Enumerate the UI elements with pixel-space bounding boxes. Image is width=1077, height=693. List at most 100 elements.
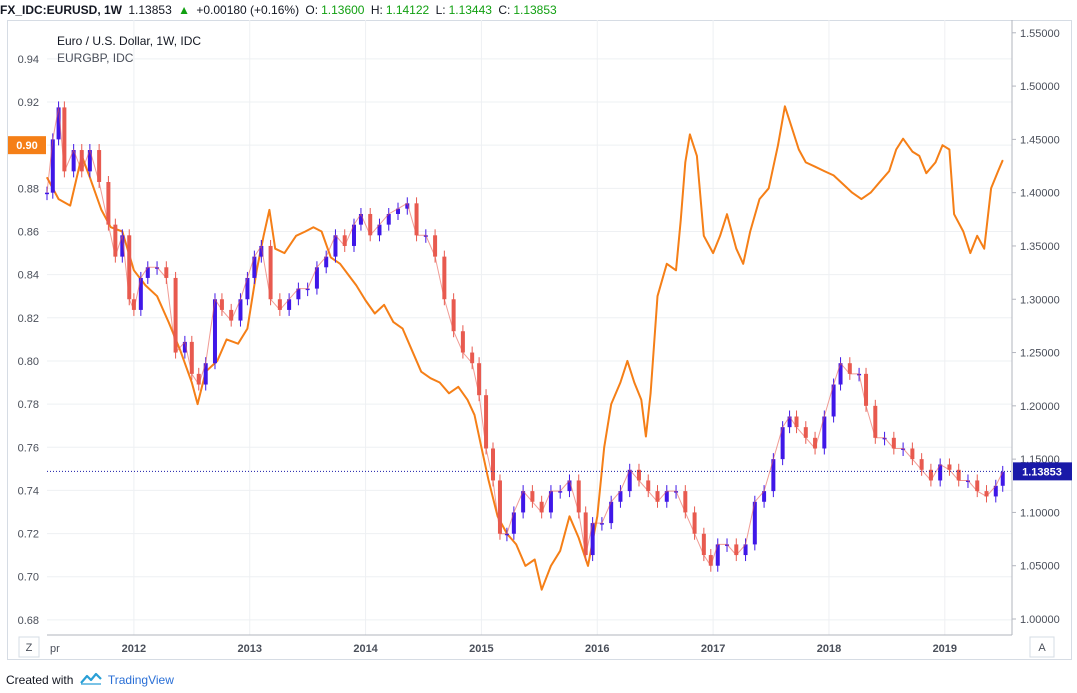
high-label: H: (370, 3, 383, 17)
eurgbp-point (420, 371, 422, 373)
eurgbp-point (568, 515, 571, 517)
x-axis: 2012 2013 2014 2015 2016 2017 2018 2019 pr (47, 634, 1012, 655)
candle-body (219, 299, 224, 310)
x-axis-tick: 2015 (469, 643, 493, 655)
zoom-corner-button[interactable]: Z (18, 636, 40, 658)
candle-body (497, 480, 502, 534)
right-axis-tick: 1.45000 (1020, 134, 1060, 146)
eurgbp-point (283, 252, 286, 254)
price-change: +0.00180 (+0.16%) (196, 3, 300, 17)
eurgbp-point (69, 205, 71, 207)
candle-body (715, 544, 720, 566)
eurgbp-point (256, 269, 258, 271)
candle-body (743, 544, 748, 556)
candle-body (891, 437, 896, 449)
candle-body (442, 256, 447, 300)
eurgbp-point (870, 192, 872, 194)
left-axis-tick: 0.88 (18, 183, 39, 195)
eurgbp-point (133, 269, 135, 271)
eurgbp-line (46, 105, 1004, 591)
candle-body (277, 299, 282, 310)
right-axis-tick: 1.10000 (1020, 507, 1060, 519)
chart-title: Euro / U.S. Dollar, 1W, IDC (57, 34, 201, 48)
left-axis-tick: 0.74 (18, 485, 39, 497)
eurgbp-point (274, 248, 276, 250)
eurgbp-point (541, 589, 543, 591)
eurgbp-point (392, 321, 394, 323)
candle-body (131, 299, 136, 310)
candle-body (460, 331, 465, 353)
right-axis-tick: 1.25000 (1020, 348, 1060, 360)
tradingview-brand[interactable]: TradingView (107, 673, 174, 687)
eurgbp-point (640, 399, 642, 401)
eurgbp-point (515, 543, 517, 546)
eurgbp-point (902, 138, 904, 140)
eurgbp-point (429, 377, 432, 379)
candle-body (287, 299, 292, 310)
eurgbp-point (524, 565, 527, 567)
candle-body (882, 437, 887, 440)
candle-body (396, 208, 401, 214)
eurgbp-point (168, 321, 170, 323)
eurgbp-point (969, 252, 971, 254)
candle-body (847, 363, 852, 374)
left-axis-tick: 0.82 (18, 313, 39, 325)
auto-scale-label: A (1038, 642, 1046, 654)
eurgbp-point (997, 170, 999, 172)
candle-body (627, 469, 632, 492)
symbol-label: FX_IDC:EURUSD, 1W (0, 3, 123, 17)
candle-body (664, 491, 669, 502)
markers: 0.90 1.13853 (8, 136, 1072, 481)
eurgbp-point (304, 230, 306, 233)
eurgbp-point (321, 230, 323, 233)
eurgbp-point (703, 235, 705, 237)
eurgbp-point (110, 226, 112, 228)
eurgbp-point (712, 252, 714, 254)
candle-body (947, 464, 952, 470)
left-axis-tick: 0.80 (18, 356, 39, 368)
eurgbp-point (633, 381, 635, 384)
candle-body (324, 256, 329, 268)
left-price-marker-label: 0.90 (16, 140, 37, 152)
eurgbp-point (962, 230, 964, 233)
eurgbp-point (948, 148, 951, 151)
right-axis-tick: 1.05000 (1020, 561, 1060, 573)
eurgbp-point (784, 105, 786, 107)
series (45, 101, 1005, 591)
eurgbp-point (666, 263, 668, 265)
eurgbp-point (814, 166, 816, 168)
eurgbp-point (191, 381, 193, 384)
candle-body (203, 363, 208, 385)
candle-body (692, 512, 697, 534)
auto-scale-button[interactable]: A (1029, 636, 1055, 658)
eurgbp-point (263, 235, 265, 237)
eurgbp-point (246, 328, 248, 330)
eurgbp-point (402, 328, 404, 330)
candle-body (71, 150, 76, 172)
chart-header: FX_IDC:EURUSD, 1W 1.13853 ▲ +0.00180 (+0… (0, 0, 1077, 20)
left-axis-tick: 0.94 (18, 54, 39, 66)
candle-body (138, 277, 143, 310)
eurgbp-point (619, 381, 622, 384)
left-axis-tick: 0.72 (18, 529, 39, 541)
candle-body (928, 469, 933, 481)
left-axis-tick: 0.84 (18, 270, 39, 282)
candle-body (56, 107, 61, 140)
chart-subtitle: EURGBP, IDC (57, 51, 134, 65)
left-axis-tick: 0.68 (18, 615, 39, 627)
close-value: 1.13853 (513, 3, 557, 17)
candle-body (938, 464, 943, 481)
eurgbp-point (911, 151, 914, 153)
chart-area[interactable]: 0.94 0.92 0.90 0.88 0.86 0.84 0.82 0.80 0.78 0.76… (0, 0, 1077, 668)
eurgbp-point (330, 256, 332, 258)
candle-body (762, 491, 767, 502)
candle-body (787, 416, 792, 428)
candle-body (127, 235, 132, 300)
candle-body (771, 459, 776, 492)
created-with-label: Created with (6, 673, 74, 687)
x-axis-tick: 2017 (701, 643, 725, 655)
eurgbp-point (758, 198, 761, 200)
eurgbp-point (983, 248, 985, 250)
eurgbp-point (610, 403, 612, 405)
eurgbp-point (941, 144, 944, 146)
